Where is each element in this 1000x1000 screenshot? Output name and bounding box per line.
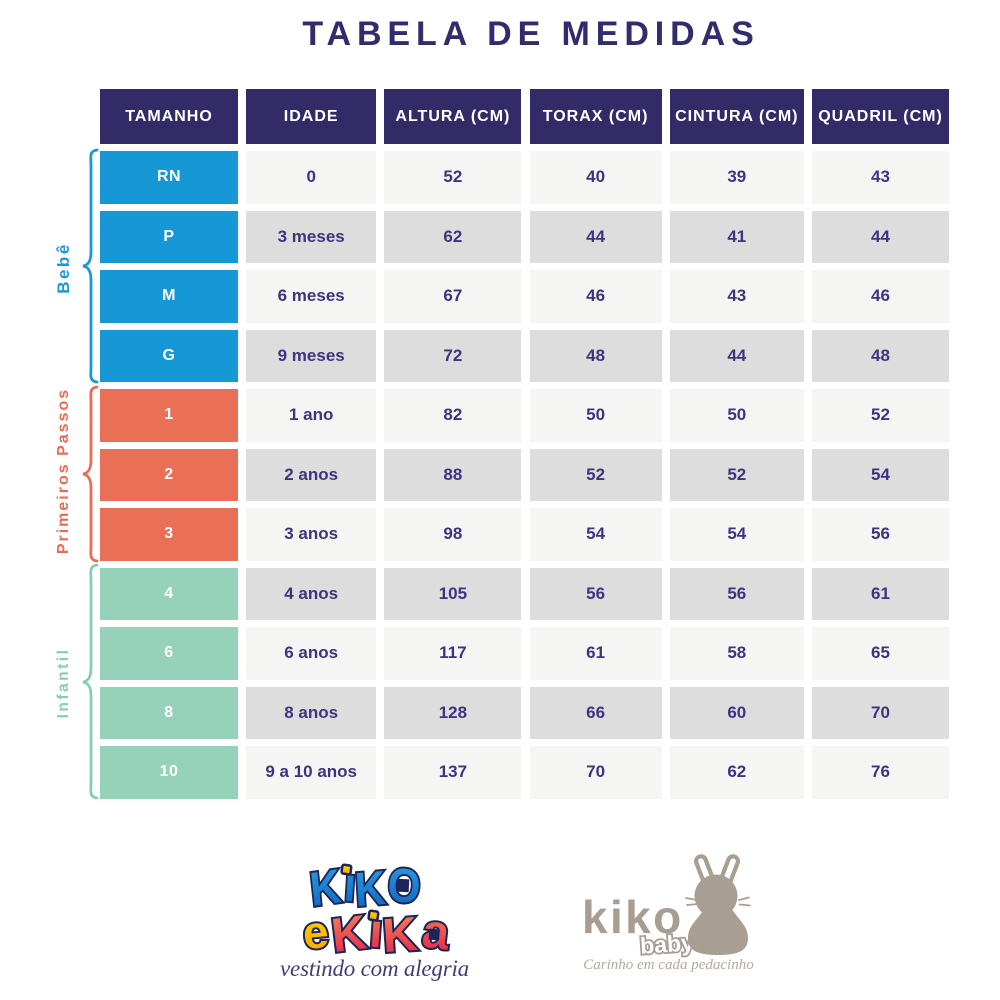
svg-text:K: K [329,906,370,963]
svg-text:K: K [381,908,420,963]
svg-text:O: O [386,857,423,914]
svg-text:baby: baby [639,929,695,959]
svg-text:e: e [301,905,331,959]
svg-text:K: K [353,860,387,916]
